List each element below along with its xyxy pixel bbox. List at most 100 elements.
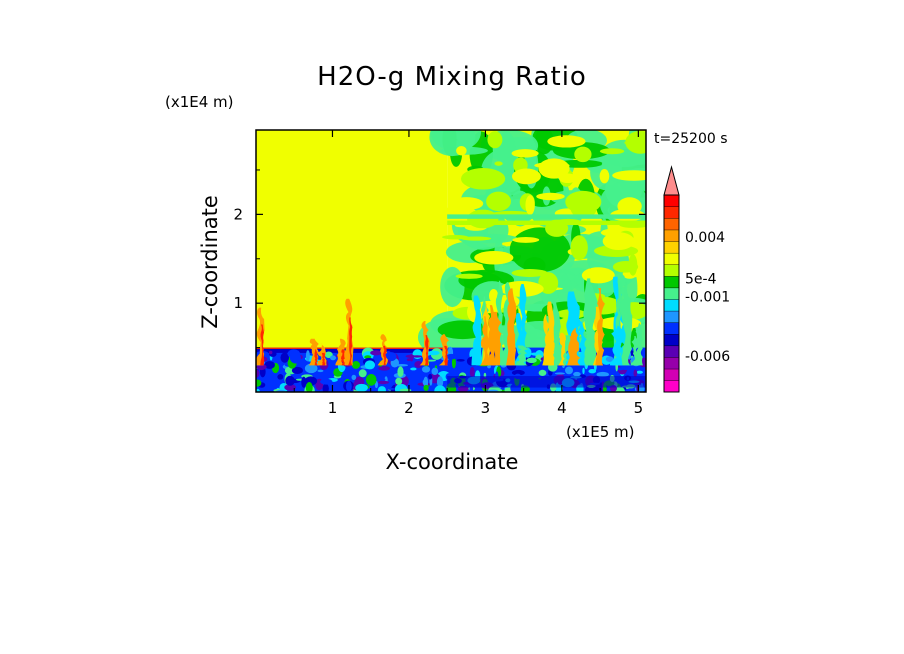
- bl-cell: [423, 384, 429, 391]
- bl-cell: [436, 376, 444, 388]
- bl-cell: [428, 373, 433, 380]
- bl-cell: [540, 357, 544, 361]
- dry-streak: [474, 250, 514, 265]
- bl-cell: [526, 357, 537, 364]
- dry-streak: [487, 131, 503, 149]
- colorbar-segment: [664, 334, 679, 346]
- dry-streak: [599, 169, 610, 184]
- dry-streak: [467, 209, 499, 229]
- bl-cell: [320, 378, 333, 385]
- colorbar: 0.004 5e-4-0.001 -0.006: [663, 165, 730, 393]
- bl-cell: [431, 367, 439, 376]
- bl-cell: [451, 357, 456, 369]
- dry-streak: [612, 170, 646, 181]
- bl-cell: [395, 363, 409, 367]
- dry-streak: [486, 191, 511, 212]
- colorbar-segment: [664, 195, 679, 207]
- thermal-plume: [471, 295, 482, 366]
- bl-cell: [370, 350, 382, 356]
- bl-cell: [305, 350, 310, 362]
- colorbar-segment: [664, 357, 679, 369]
- bl-cell: [636, 370, 643, 374]
- bl-cell: [410, 367, 417, 371]
- surface-band: [447, 376, 646, 388]
- bl-cell: [317, 369, 324, 373]
- bl-cell: [395, 377, 403, 385]
- thermal-plume: [609, 325, 624, 366]
- thermal-plume: [321, 352, 326, 366]
- bl-cell: [264, 361, 276, 369]
- contour-field: [256, 130, 646, 392]
- bl-cell: [596, 371, 609, 378]
- time-label: t=25200 s: [654, 131, 728, 147]
- thermal-plume: [630, 335, 639, 366]
- thermal-plume: [424, 335, 429, 366]
- dry-streak: [538, 158, 570, 179]
- x-tick-label: 3: [481, 399, 491, 417]
- bl-cell: [345, 380, 352, 392]
- bl-cell: [511, 369, 525, 376]
- dry-streak: [570, 199, 597, 219]
- dry-streak: [628, 254, 638, 276]
- colorbar-segment: [664, 368, 679, 381]
- thermal-plume: [490, 311, 502, 366]
- plot-frame: [255, 129, 647, 393]
- y-tick-label: 2: [233, 205, 243, 223]
- thermal-plume: [481, 303, 491, 366]
- colorbar-segment: [664, 264, 679, 277]
- x-tick-label: 2: [404, 399, 414, 417]
- bl-cell: [256, 388, 260, 392]
- thermal-plume: [558, 332, 566, 366]
- bl-cell: [355, 383, 368, 392]
- thermal-plume: [480, 316, 490, 366]
- thermal-plume: [348, 317, 353, 366]
- bl-cell: [538, 369, 547, 376]
- x-unit-label: (x1E5 m): [566, 423, 635, 441]
- colorbar-label: 5e-4: [685, 272, 717, 288]
- bl-cell: [456, 358, 465, 362]
- thermal-plume: [542, 314, 550, 366]
- bl-cell: [588, 369, 597, 374]
- thermal-plume: [595, 288, 605, 366]
- bl-cell: [399, 388, 412, 392]
- dry-streak: [455, 273, 483, 279]
- bl-cell: [381, 378, 386, 381]
- bl-cell: [305, 382, 313, 392]
- colorbar-segment: [664, 299, 679, 311]
- colorbar-segment: [664, 206, 679, 219]
- bl-cell: [434, 385, 446, 392]
- dry-streak: [488, 289, 499, 303]
- x-axis-ticks: 1 2 3 4 5: [293, 130, 643, 417]
- bl-cell: [387, 388, 396, 390]
- dry-streak: [456, 146, 467, 156]
- dry-streak: [494, 161, 503, 166]
- thermal-plume: [617, 282, 633, 366]
- dry-streak: [512, 236, 540, 243]
- bl-cell: [455, 348, 460, 356]
- colorbar-segment: [664, 241, 679, 253]
- thermal-plume: [569, 327, 581, 366]
- x-tick-label: 4: [557, 399, 567, 417]
- y-axis-label: Z-coordinate: [198, 195, 222, 329]
- dry-streak: [449, 197, 484, 211]
- bl-cell: [412, 349, 423, 360]
- dry-streak: [547, 135, 586, 148]
- bl-cell: [285, 375, 295, 386]
- bl-cell: [304, 363, 318, 374]
- bl-cell: [445, 353, 458, 360]
- thermal-plume: [632, 323, 644, 366]
- upper-band: [447, 214, 646, 219]
- colorbar-segment: [664, 380, 679, 392]
- moist-patch: [429, 130, 476, 157]
- bl-cell: [256, 363, 267, 371]
- colorbar-extend-arrow: [663, 165, 680, 196]
- bl-cell: [351, 374, 357, 380]
- dry-streak: [599, 148, 625, 155]
- dry-streak: [558, 173, 577, 184]
- dry-streak: [525, 195, 535, 216]
- thermal-plume: [576, 321, 587, 366]
- bl-cell: [422, 379, 427, 385]
- dry-streak: [570, 235, 588, 261]
- bl-cell: [565, 366, 574, 375]
- colorbar-label: -0.001: [685, 289, 730, 305]
